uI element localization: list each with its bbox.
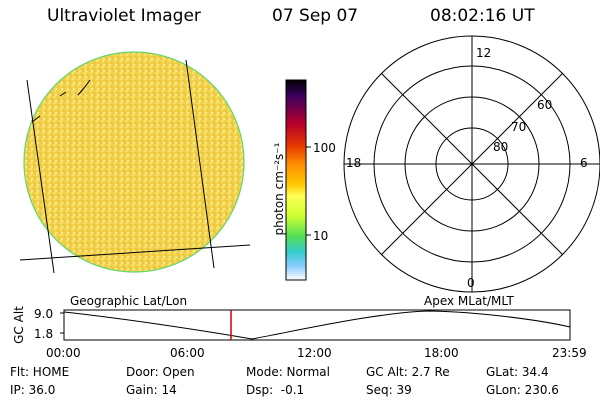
coastline [77, 79, 91, 96]
orbit-altitude-strip [60, 309, 571, 341]
latitude-line [19, 244, 251, 261]
meridian-line-east [185, 59, 215, 269]
glat-status: GLat: 34.4 [486, 365, 549, 379]
lat-label-80: 80 [493, 140, 509, 154]
altitude-curve [63, 310, 571, 340]
x-tick-1200: 12:00 [297, 346, 332, 360]
mlt-label-6: 6 [580, 156, 588, 170]
gc-alt-status: GC Alt: 2.7 Re [366, 365, 450, 379]
filter-status: Flt: HOME [10, 365, 70, 379]
polar-mlat-mlt-plot [343, 35, 600, 293]
x-tick-2359: 23:59 [552, 346, 587, 360]
dsp-status: Dsp: -0.1 [246, 383, 305, 397]
lat-label-70: 70 [511, 120, 527, 134]
lat-label-60: 60 [537, 98, 553, 112]
ip-status: IP: 36.0 [10, 383, 56, 397]
coastline [59, 91, 67, 97]
glon-status: GLon: 230.6 [486, 383, 559, 397]
x-tick-1800: 18:00 [424, 346, 459, 360]
meridian-line-west [26, 79, 55, 274]
geographic-coord-title: Geographic Lat/Lon [70, 294, 188, 308]
colorbar-tick-10: 10 [313, 229, 329, 243]
observation-date: 07 Sep 07 [272, 6, 359, 26]
colorbar-unit-label: photon cm⁻²s⁻¹ [272, 142, 286, 236]
mode-status: Mode: Normal [246, 365, 330, 379]
x-tick-0600: 06:00 [170, 346, 205, 360]
apex-coord-title: Apex MLat/MLT [424, 294, 514, 308]
instrument-title: Ultraviolet Imager [47, 6, 201, 26]
gain-status: Gain: 14 [126, 383, 177, 397]
seq-status: Seq: 39 [366, 383, 412, 397]
x-tick-0000: 00:00 [46, 346, 81, 360]
mlt-label-12: 12 [476, 46, 492, 60]
y-tick-9: 9.0 [34, 307, 54, 321]
earth-limb [23, 51, 245, 273]
colorbar-tick-100: 100 [313, 141, 336, 155]
observation-time: 08:02:16 UT [430, 6, 535, 26]
gc-alt-axis-label: GC Alt [12, 306, 26, 344]
door-status: Door: Open [126, 365, 195, 379]
mlt-label-18: 18 [346, 156, 362, 170]
coastline [31, 115, 41, 123]
mlt-label-0: 0 [467, 276, 475, 290]
color-scale-bar [285, 79, 311, 281]
uv-image-disk [19, 51, 251, 274]
y-tick-1-8: 1.8 [34, 327, 54, 341]
